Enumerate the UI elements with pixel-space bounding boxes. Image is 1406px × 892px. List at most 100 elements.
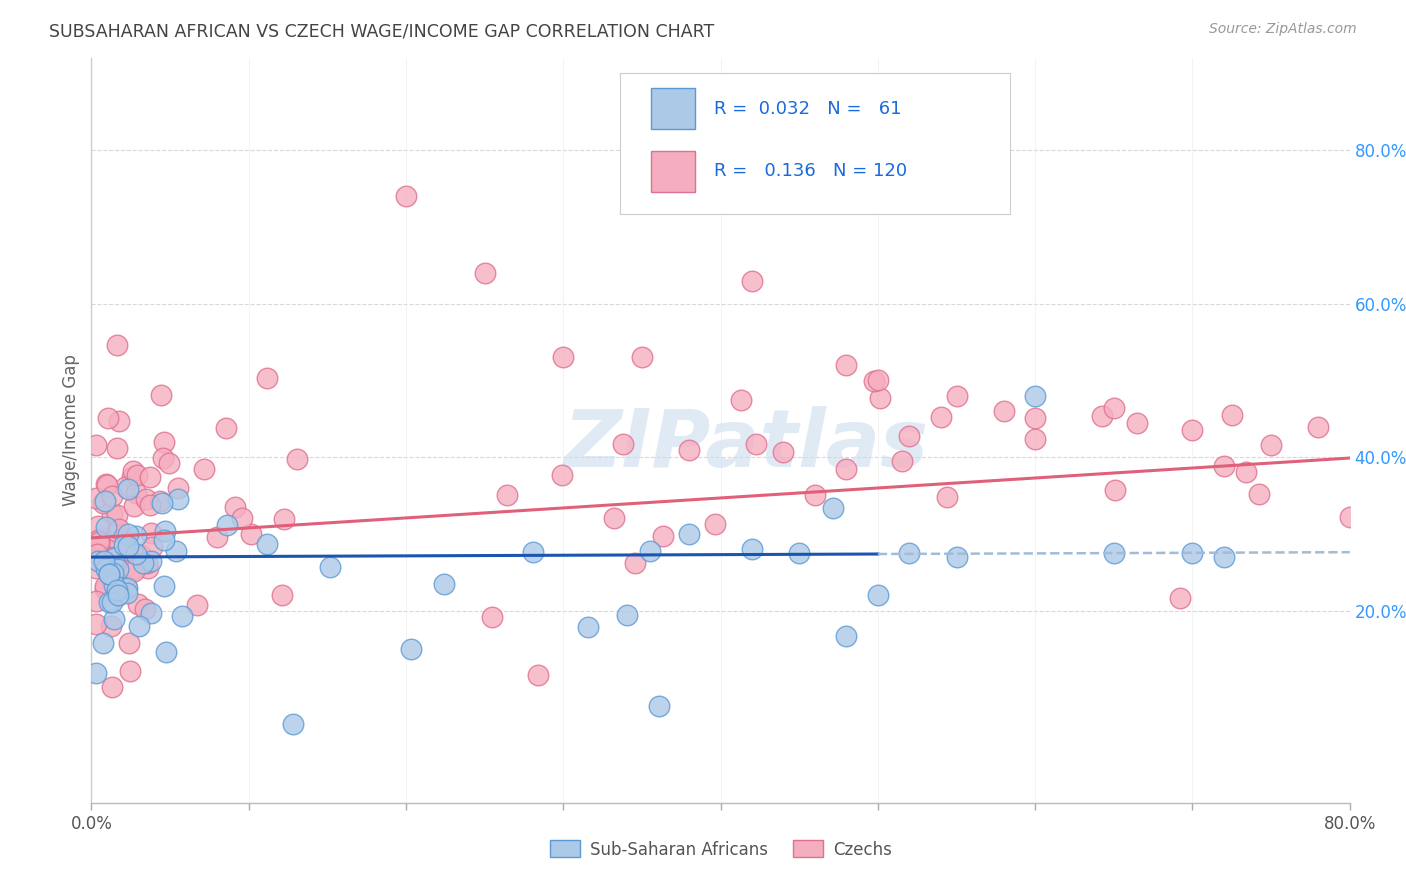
Point — [100, 619, 122, 633]
Point — [866, 589, 889, 603]
Point — [631, 351, 654, 365]
Point — [87, 535, 110, 549]
Point — [84, 438, 107, 452]
Point — [107, 589, 129, 603]
Point — [139, 554, 162, 568]
Point — [117, 586, 139, 600]
Point — [481, 610, 503, 624]
Point — [93, 636, 115, 650]
Point — [256, 371, 278, 385]
FancyBboxPatch shape — [620, 73, 1010, 214]
Point — [93, 554, 115, 568]
Point — [678, 527, 700, 541]
Point — [125, 547, 148, 561]
Point — [207, 530, 229, 544]
Point — [898, 429, 921, 443]
Point — [98, 595, 121, 609]
Point — [139, 526, 162, 541]
Point — [118, 636, 141, 650]
Point — [117, 527, 139, 541]
Point — [117, 539, 139, 553]
Point — [1126, 416, 1149, 430]
Point — [1249, 486, 1271, 500]
Point — [553, 351, 575, 365]
Point — [1234, 465, 1257, 479]
Point — [283, 717, 305, 731]
Point — [150, 495, 173, 509]
Point — [138, 499, 160, 513]
Point — [101, 566, 124, 580]
Point — [823, 501, 845, 516]
Point — [835, 629, 858, 643]
Point — [624, 557, 647, 571]
Point — [114, 538, 136, 552]
Point — [704, 517, 727, 532]
Point — [157, 456, 180, 470]
Point — [152, 451, 174, 466]
Point — [166, 481, 188, 495]
Point — [741, 274, 763, 288]
Legend: Sub-Saharan Africans, Czechs: Sub-Saharan Africans, Czechs — [543, 834, 898, 865]
Point — [98, 567, 121, 582]
Point — [612, 437, 634, 451]
Point — [122, 564, 145, 578]
Point — [648, 699, 671, 714]
Point — [124, 485, 146, 500]
Point — [1024, 432, 1046, 446]
Point — [153, 524, 176, 538]
Point — [603, 510, 626, 524]
Point — [103, 551, 125, 566]
Point — [1102, 546, 1125, 560]
Point — [121, 470, 143, 484]
Point — [105, 337, 128, 351]
Point — [155, 645, 177, 659]
Point — [139, 606, 162, 620]
Point — [863, 374, 886, 388]
Point — [772, 445, 794, 459]
Point — [114, 534, 136, 549]
Point — [101, 489, 124, 503]
Point — [117, 543, 139, 558]
Text: ZIPatlas: ZIPatlas — [564, 406, 928, 484]
Point — [1102, 401, 1125, 415]
Point — [945, 389, 967, 403]
Point — [898, 546, 921, 560]
Text: SUBSAHARAN AFRICAN VS CZECH WAGE/INCOME GAP CORRELATION CHART: SUBSAHARAN AFRICAN VS CZECH WAGE/INCOME … — [49, 22, 714, 40]
Point — [94, 520, 117, 534]
Point — [94, 493, 117, 508]
Point — [115, 578, 138, 592]
Point — [105, 442, 128, 456]
Point — [117, 581, 139, 595]
Point — [125, 467, 148, 482]
Bar — [651, 151, 696, 192]
Point — [224, 500, 246, 515]
Point — [96, 478, 118, 492]
Point — [869, 391, 891, 405]
Point — [231, 511, 253, 525]
Point — [1104, 483, 1126, 497]
Point — [1181, 423, 1204, 437]
Point — [270, 588, 292, 602]
Point — [678, 443, 700, 458]
Point — [1181, 546, 1204, 560]
Point — [186, 598, 208, 612]
Point — [1168, 591, 1191, 605]
Point — [100, 574, 122, 588]
Point — [170, 609, 193, 624]
Point — [433, 577, 456, 591]
Point — [94, 476, 117, 491]
Point — [866, 374, 889, 388]
Point — [101, 680, 124, 694]
Point — [1212, 550, 1236, 565]
Point — [107, 582, 129, 597]
Point — [94, 579, 117, 593]
Point — [117, 482, 139, 496]
Point — [101, 507, 124, 521]
Point — [935, 490, 957, 504]
Point — [86, 547, 108, 561]
Point — [240, 526, 263, 541]
Point — [150, 388, 173, 402]
Point — [166, 491, 188, 506]
Point — [1222, 409, 1244, 423]
Point — [730, 392, 752, 407]
